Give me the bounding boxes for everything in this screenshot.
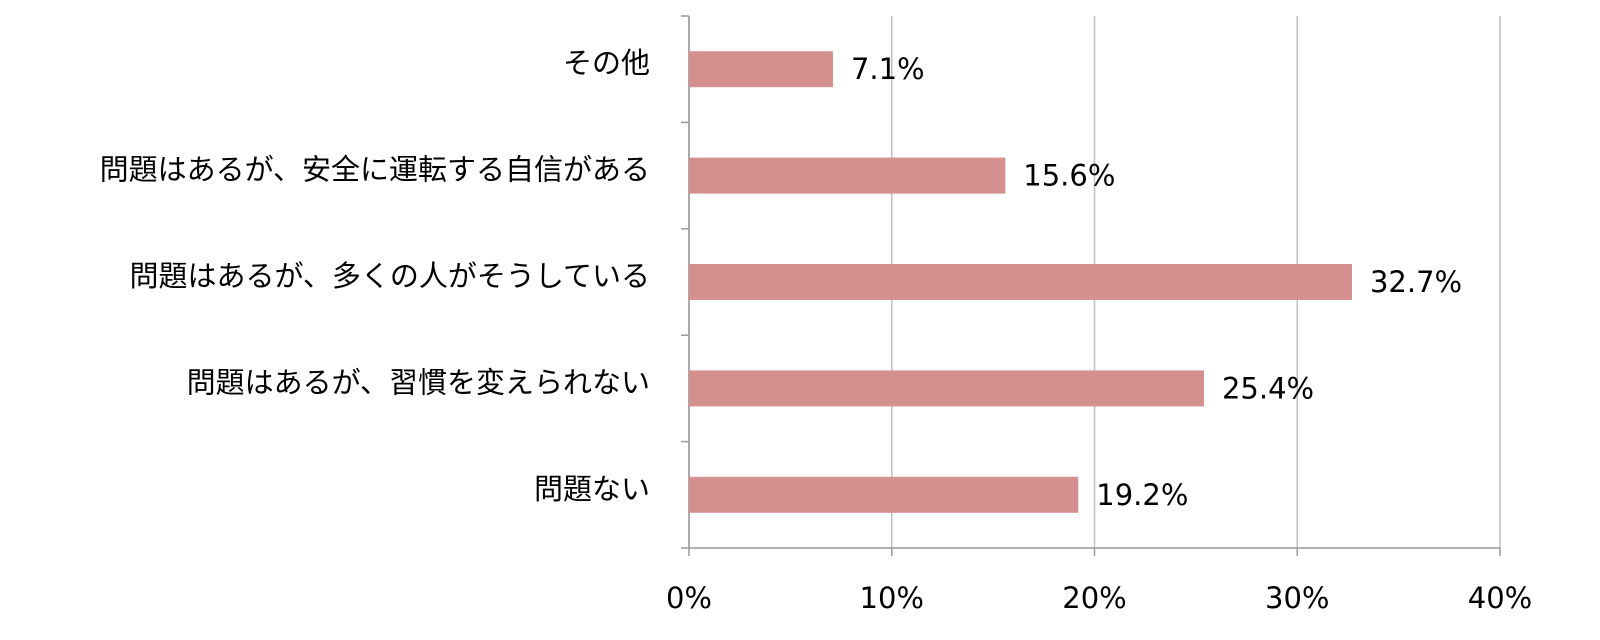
x-tick-label: 30% bbox=[1265, 581, 1329, 615]
x-tick-label: 20% bbox=[1062, 581, 1126, 615]
y-tick-label: 問題はあるが、安全に運転する自信がある bbox=[100, 153, 650, 187]
y-tick-label: その他 bbox=[563, 46, 650, 80]
x-tick-label: 40% bbox=[1468, 581, 1532, 615]
value-label: 32.7% bbox=[1370, 265, 1462, 299]
bar bbox=[689, 476, 1079, 513]
x-tick-label: 0% bbox=[666, 581, 712, 615]
y-tick-label: 問題ない bbox=[534, 472, 650, 506]
bar bbox=[689, 157, 1006, 194]
y-tick-label: 問題はあるが、習慣を変えられない bbox=[187, 365, 650, 399]
value-label: 15.6% bbox=[1023, 159, 1115, 193]
bar bbox=[689, 51, 833, 88]
value-label: 25.4% bbox=[1222, 371, 1314, 405]
value-label: 7.1% bbox=[851, 52, 925, 86]
y-tick-label: 問題はあるが、多くの人がそうしている bbox=[129, 259, 650, 293]
bar bbox=[689, 264, 1352, 300]
bar bbox=[689, 370, 1204, 407]
x-tick-label: 10% bbox=[860, 581, 924, 615]
value-label: 19.2% bbox=[1096, 478, 1188, 512]
